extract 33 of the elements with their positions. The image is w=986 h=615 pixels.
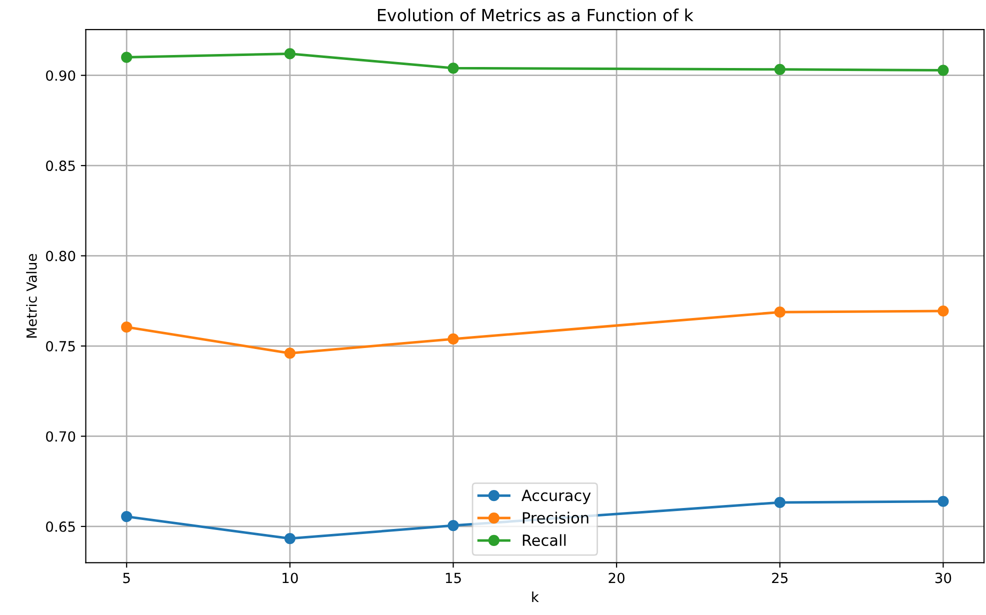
legend-label: Precision xyxy=(522,512,588,524)
point xyxy=(284,532,296,544)
y-tick-label: 0.85 xyxy=(46,160,75,172)
point xyxy=(448,62,459,74)
x-tick-label: 20 xyxy=(608,572,624,584)
chart-title: Evolution of Metrics as a Function of k xyxy=(378,8,694,22)
x-tick-label: 25 xyxy=(772,572,788,584)
y-tick-label: 0.80 xyxy=(46,250,76,262)
legend-label: Accuracy xyxy=(522,490,591,504)
point xyxy=(938,305,949,317)
y-axis-title: Metric Value xyxy=(26,254,37,338)
point xyxy=(121,510,132,522)
x-tick-label: 5 xyxy=(123,572,130,584)
point xyxy=(938,64,949,76)
point xyxy=(774,496,786,508)
y-tick-label: 0.75 xyxy=(46,340,75,352)
y-tick-label: 0.90 xyxy=(46,70,76,81)
point xyxy=(774,306,786,318)
x-tick-label: 30 xyxy=(935,572,952,584)
y-tick-label: 0.65 xyxy=(46,521,75,532)
point xyxy=(448,333,459,345)
legend-label: Recall xyxy=(522,534,566,546)
point xyxy=(284,48,296,60)
point xyxy=(284,348,296,359)
point xyxy=(774,64,786,75)
point xyxy=(448,520,459,532)
point xyxy=(938,496,949,507)
x-tick-label: 15 xyxy=(446,572,461,584)
point xyxy=(121,52,132,63)
y-tick-label: 0.70 xyxy=(46,431,76,442)
point xyxy=(121,322,132,333)
x-tick-label: 10 xyxy=(282,572,298,584)
x-axis-title: k xyxy=(532,591,539,602)
